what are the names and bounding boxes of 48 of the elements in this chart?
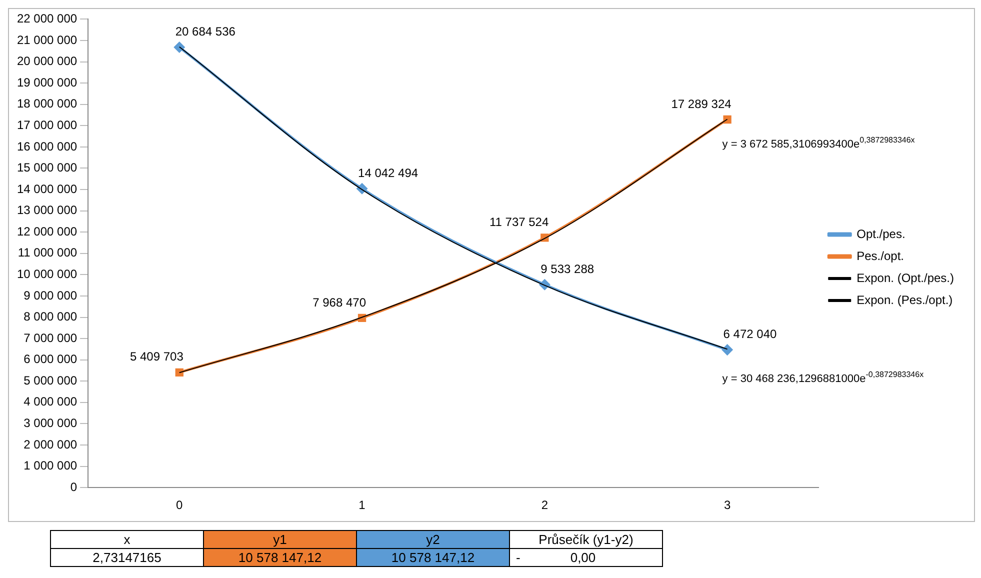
y-tick-label: 8 000 000: [24, 310, 78, 324]
x-tick-label: 0: [176, 498, 184, 512]
y-tick-label: 22 000 000: [16, 12, 78, 26]
text: 10 578 147,12: [204, 548, 356, 566]
y-tick-label: 1 000 000: [24, 458, 78, 473]
y-tick-label: 6 000 000: [24, 352, 78, 366]
y-tick-label: 16 000 000: [16, 139, 78, 154]
y-tick-label: 15 000 000: [16, 160, 78, 175]
y-tick-label: 18 000 000: [16, 96, 78, 111]
text: Průsečík (y1-y2): [510, 530, 662, 548]
y-tick-label: 11 000 000: [18, 246, 78, 260]
y-tick-label: 3 000 000: [24, 416, 78, 430]
data-label: 11 737 524: [489, 215, 549, 230]
legend-label: Pes./opt.: [856, 248, 904, 263]
text: 0,00: [570, 550, 596, 565]
x-tick-label: 2: [541, 498, 548, 512]
y-tick-label: 5 000 000: [24, 373, 78, 388]
legend-label: Opt./pes.: [856, 226, 906, 241]
data-label: 6 472 040: [723, 327, 778, 342]
y-tick-label: 9 000 000: [24, 288, 78, 302]
data-label: 17 289 324: [671, 96, 732, 111]
y-tick-label: 17 000 000: [16, 118, 78, 132]
legend-label: Expon. (Pes./opt.): [856, 292, 953, 307]
y-tick-label: 19 000 000: [16, 75, 78, 90]
text: x: [50, 530, 204, 548]
data-label: 7 968 470: [312, 295, 366, 310]
y-tick-label: 20 000 000: [16, 54, 78, 68]
text: -: [516, 550, 520, 565]
legend-label: Expon. (Opt./pes.): [856, 270, 954, 285]
y-tick-label: 10 000 000: [16, 267, 78, 282]
text: 2,73147165: [50, 548, 204, 566]
y-tick-label: 14 000 000: [16, 182, 78, 196]
x-tick-label: 1: [358, 498, 366, 512]
y-tick-label: 13 000 000: [16, 203, 78, 218]
text: y2: [356, 530, 510, 548]
y-tick-label: 12 000 000: [16, 224, 78, 238]
y-tick-label: 0: [70, 480, 78, 494]
data-label: 5 409 703: [130, 350, 184, 364]
data-label: 9 533 288: [540, 262, 594, 276]
y-tick-label: 21 000 000: [16, 32, 78, 47]
text: 10 578 147,12: [356, 548, 510, 566]
x-tick-label: 3: [724, 498, 731, 512]
data-label: 14 042 494: [358, 166, 418, 180]
text: y1: [204, 530, 356, 548]
y-tick-label: 7 000 000: [24, 330, 78, 345]
y-tick-label: 2 000 000: [24, 437, 78, 452]
data-label: 20 684 536: [175, 24, 236, 39]
y-tick-label: 4 000 000: [24, 394, 78, 409]
